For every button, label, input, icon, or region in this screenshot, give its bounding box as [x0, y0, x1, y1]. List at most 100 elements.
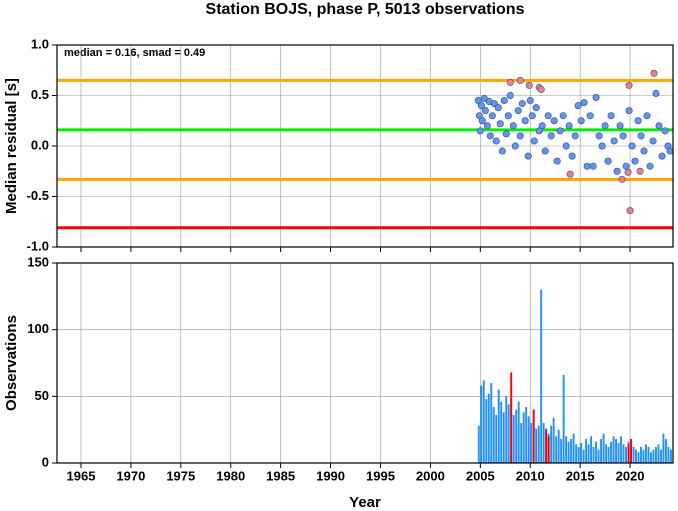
data-point: [574, 102, 582, 110]
bar: [480, 385, 483, 463]
data-point: [550, 117, 558, 125]
bar: [562, 375, 565, 463]
bar: [625, 447, 627, 463]
x-tick-label: 1990: [316, 468, 345, 483]
bar: [535, 428, 538, 463]
data-point: [565, 122, 573, 130]
y-tick-label: -1.0: [27, 238, 49, 253]
bar: [540, 289, 543, 463]
data-point: [476, 127, 484, 135]
bar: [655, 447, 657, 463]
data-point: [589, 162, 597, 170]
data-point: [516, 132, 524, 140]
data-point: [566, 170, 574, 178]
y-axis-label: Median residual [s]: [3, 78, 20, 214]
data-point: [592, 94, 600, 102]
data-point: [480, 95, 488, 103]
data-point: [640, 147, 648, 155]
bar: [650, 452, 652, 463]
bar: [507, 404, 510, 463]
data-point: [518, 100, 526, 108]
bar: [612, 436, 615, 463]
bar: [495, 415, 498, 463]
data-point: [500, 97, 508, 105]
data-point: [622, 162, 630, 170]
data-point: [636, 167, 644, 175]
data-point: [504, 112, 512, 120]
bar: [517, 401, 520, 463]
data-point: [661, 127, 669, 135]
bar: [525, 407, 528, 463]
data-point: [524, 152, 532, 160]
bar: [637, 452, 640, 463]
data-point: [595, 132, 603, 140]
data-point: [535, 127, 543, 135]
bar: [630, 439, 632, 463]
data-point: [624, 168, 632, 176]
data-point: [498, 147, 506, 155]
x-tick-label: 2015: [566, 468, 595, 483]
bar: [652, 449, 655, 463]
bar: [575, 444, 578, 463]
bar: [622, 444, 625, 463]
x-tick-label: 1975: [166, 468, 195, 483]
y-tick-label: 50: [35, 388, 49, 403]
y-tick-label: 0.0: [31, 137, 49, 152]
data-point: [625, 81, 633, 89]
y-tick-label: -0.5: [27, 188, 49, 203]
bar: [505, 396, 508, 463]
data-point: [544, 112, 552, 120]
data-point: [481, 107, 489, 115]
data-point: [634, 117, 642, 125]
data-point: [586, 112, 594, 120]
data-point: [496, 120, 504, 128]
data-point: [559, 112, 567, 120]
bar: [590, 436, 593, 463]
bar: [547, 436, 550, 463]
data-point: [562, 142, 570, 150]
y-tick-label: 1.0: [31, 36, 49, 51]
bar: [617, 443, 620, 463]
chart-title: Station BOJS, phase P, 5013 observations: [206, 1, 525, 18]
bar: [542, 423, 545, 463]
data-point: [604, 157, 612, 165]
bar: [577, 447, 580, 463]
data-point: [478, 117, 486, 125]
bar: [530, 423, 533, 463]
bar: [592, 447, 595, 463]
bar: [497, 389, 500, 463]
bar: [527, 416, 530, 463]
bar: [490, 383, 493, 463]
plot-frame: [56, 44, 674, 248]
data-point: [553, 157, 561, 165]
data-point: [538, 122, 546, 130]
data-point: [568, 152, 576, 160]
data-point: [643, 112, 651, 120]
bar: [615, 439, 617, 463]
data-point: [521, 117, 529, 125]
data-point: [486, 132, 494, 140]
x-tick-label: 2005: [466, 468, 495, 483]
data-point: [580, 99, 588, 107]
bar: [500, 401, 503, 463]
data-point: [655, 122, 663, 130]
bar: [607, 447, 610, 463]
bar: [482, 380, 485, 463]
bar: [640, 447, 642, 463]
x-axis-label: Year: [349, 494, 381, 511]
bar: [515, 409, 518, 463]
x-tick-label: 2020: [616, 468, 645, 483]
bar: [550, 425, 553, 463]
y-axis-label: Observations: [3, 315, 20, 411]
data-point: [616, 122, 624, 130]
y-tick-label: 100: [27, 321, 49, 336]
data-point: [626, 207, 634, 215]
bar: [512, 415, 515, 463]
data-point: [601, 122, 609, 130]
bar: [487, 393, 490, 463]
bar: [645, 444, 647, 463]
data-point: [598, 142, 606, 150]
bar: [600, 439, 603, 463]
annotation: median = 0.16, smad = 0.49: [64, 47, 205, 59]
